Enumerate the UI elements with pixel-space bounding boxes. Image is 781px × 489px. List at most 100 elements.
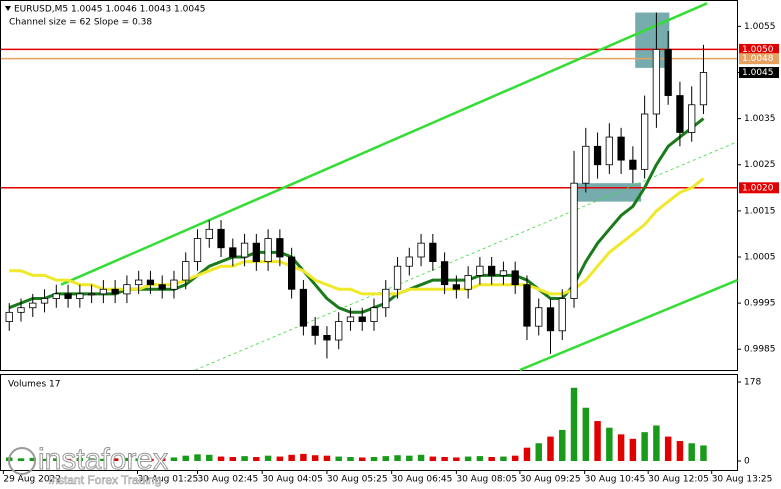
volume-bar <box>323 455 331 461</box>
candle-body <box>358 316 366 322</box>
volume-bar <box>570 387 578 461</box>
chart-title: EURUSD,M5 1.0045 1.0046 1.0043 1.0045 <box>14 5 206 15</box>
y-tick-label: 0.9995 <box>744 299 776 309</box>
candle-body <box>17 307 25 313</box>
candle-body <box>370 307 378 322</box>
candle-body <box>252 242 260 263</box>
volume-bar <box>500 456 507 461</box>
candle-body <box>135 279 143 286</box>
x-tick-label: 30 Aug 13:25 <box>712 475 773 485</box>
y-tick-label: 1.0015 <box>744 206 776 216</box>
volume-bar <box>41 458 48 461</box>
volume-bar <box>347 457 354 461</box>
volume-tick-label: 0 <box>744 457 750 467</box>
candle-body <box>452 284 461 290</box>
chart-subtitle: Channel size = 62 Slope = 0.38 <box>9 18 152 28</box>
x-tick-label: 30 Aug 02:45 <box>198 475 259 485</box>
level-label: 1.0050 <box>742 45 774 55</box>
candle-body <box>229 247 237 258</box>
candle-body <box>617 136 625 161</box>
candle-body <box>40 298 49 304</box>
candle-body <box>405 256 413 267</box>
candle-body <box>652 49 661 115</box>
candle-body <box>276 238 284 258</box>
y-tick-label: 1.0005 <box>744 252 776 262</box>
x-tick-label: 30 Aug 12:05 <box>648 475 709 485</box>
candle-body <box>605 136 613 166</box>
candle-body <box>64 293 72 299</box>
candle-body <box>240 242 249 258</box>
level-label: 1.0020 <box>742 183 774 193</box>
volume-bar <box>629 438 637 461</box>
candle-body <box>205 228 213 239</box>
watermark-brand: instaforex <box>38 443 168 476</box>
volume-bar <box>288 454 295 461</box>
candle-body <box>311 325 319 336</box>
x-tick-label: 30 Aug 08:05 <box>456 475 517 485</box>
volume-bar <box>17 458 25 461</box>
volume-bar <box>394 455 401 461</box>
volume-bar <box>535 443 542 461</box>
volume-bar <box>406 455 413 461</box>
x-tick-label: 30 Aug 01:25 <box>137 475 198 485</box>
volume-bar <box>700 445 707 461</box>
candle-body <box>52 293 60 299</box>
volume-bar <box>429 456 437 461</box>
candle-body <box>499 270 508 276</box>
candle-body <box>76 293 84 299</box>
candle-body <box>640 113 649 170</box>
candle-body <box>699 72 708 106</box>
volume-bar <box>194 454 201 461</box>
y-tick-label: 0.9985 <box>744 345 776 355</box>
candle-body <box>170 279 178 290</box>
volume-bar <box>464 456 472 461</box>
volume-tick-label: 178 <box>744 378 761 388</box>
candle-body <box>111 288 119 295</box>
volume-bar <box>53 458 60 461</box>
y-tick-label: 1.0035 <box>744 114 776 124</box>
y-tick-label: 1.0025 <box>744 160 776 170</box>
volume-bar <box>88 458 95 461</box>
x-tick-label: 29 Aug 2022 <box>3 475 61 485</box>
candle-body <box>393 265 402 290</box>
candle-body <box>182 261 190 281</box>
volume-bar <box>523 447 531 461</box>
volume-bar <box>311 455 319 461</box>
volume-bar <box>582 407 590 461</box>
trendline <box>519 278 739 372</box>
candle-body <box>29 302 37 309</box>
volume-bar <box>241 456 248 461</box>
candle-body <box>323 335 331 341</box>
candle-body <box>335 321 343 341</box>
volume-bar <box>29 457 37 461</box>
candle-body <box>476 265 484 276</box>
x-tick-label: 30 Aug 04:05 <box>262 475 323 485</box>
candle-body <box>535 307 543 327</box>
volume-bar <box>617 434 625 461</box>
volume-bar <box>182 455 189 461</box>
volume-bar <box>147 458 154 461</box>
candle-body <box>417 242 425 258</box>
volume-bar <box>417 454 425 461</box>
watermark-logo <box>8 447 36 475</box>
volume-bar <box>641 432 648 461</box>
volume-bar <box>488 457 495 461</box>
candle-body <box>558 298 566 332</box>
volume-bar <box>511 455 519 461</box>
watermark: instaforex Instant Forex Trading <box>8 442 169 487</box>
x-tick-label: 30 Aug 05:25 <box>327 475 388 485</box>
candle-body <box>488 265 496 276</box>
volume-bar <box>276 456 284 461</box>
volume-bar <box>76 457 84 461</box>
candle-body <box>429 242 437 263</box>
trendline <box>60 2 708 286</box>
level-label-box <box>739 43 779 55</box>
x-tick-label: 30 Aug 06:45 <box>392 475 453 485</box>
candle-body <box>287 256 296 290</box>
volume-bar <box>135 458 142 461</box>
candle-body <box>217 228 225 249</box>
level-label: 1.0048 <box>742 54 774 64</box>
volume-bar <box>441 457 448 461</box>
